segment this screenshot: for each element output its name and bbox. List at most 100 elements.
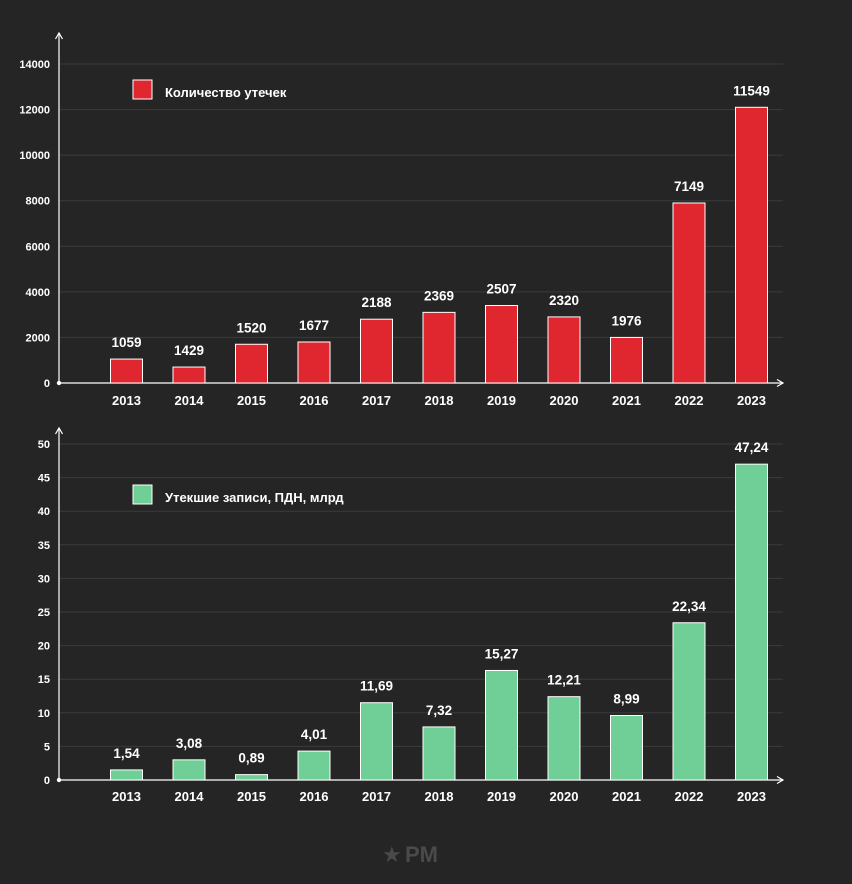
- data-label: 15,27: [485, 646, 519, 661]
- bar: [360, 318, 393, 384]
- y-tick-label: 0: [44, 775, 50, 787]
- data-label: 2188: [361, 295, 392, 310]
- data-label: 3,08: [176, 736, 203, 751]
- y-axis-arrow: [54, 31, 64, 40]
- y-tick-label: 50: [38, 439, 50, 451]
- data-label: 2320: [549, 293, 579, 308]
- bar: [485, 669, 518, 781]
- y-tick-label: 6000: [26, 241, 50, 253]
- y-tick-label: 2000: [26, 332, 50, 344]
- legend-label: Утекшие записи, ПДН, млрд: [165, 490, 344, 505]
- x-tick-label: 2023: [737, 393, 766, 408]
- data-label: 47,24: [735, 440, 769, 455]
- x-tick-label: 2023: [737, 789, 766, 804]
- y-tick-label: 0: [44, 378, 50, 390]
- data-label: 22,34: [672, 599, 706, 614]
- x-tick-label: 2016: [300, 393, 329, 408]
- x-tick-label: 2019: [487, 393, 516, 408]
- x-tick-label: 2020: [550, 393, 579, 408]
- bar: [297, 341, 331, 384]
- data-label: 2369: [424, 288, 454, 303]
- x-tick-label: 2015: [237, 789, 266, 804]
- x-tick-label: 2015: [237, 393, 266, 408]
- chart-leaked-records: 0 5 10 15 20 25 30 35 40 45 50 1,54 2013 3,08 2014 0,89…: [38, 426, 785, 804]
- data-label: 1520: [236, 320, 266, 335]
- y-tick-label: 5: [44, 741, 50, 753]
- logo-text: PM: [405, 842, 438, 867]
- y-axis-arrow: [54, 426, 64, 435]
- y-tick-label: 20: [38, 641, 50, 653]
- star-icon: ★: [382, 842, 402, 867]
- bar: [610, 714, 643, 781]
- bar: [110, 358, 143, 384]
- bar: [172, 366, 206, 384]
- data-label: 1976: [611, 313, 642, 328]
- bar: [547, 316, 581, 384]
- bar: [735, 463, 768, 781]
- x-axis-arrow: [776, 775, 785, 785]
- data-label: 4,01: [301, 727, 328, 742]
- bar: [485, 305, 518, 384]
- x-tick-label: 2017: [362, 393, 391, 408]
- bar: [297, 750, 331, 781]
- legend-swatch: [132, 484, 153, 505]
- axis-origin-dot: [56, 380, 62, 386]
- data-label: 2507: [486, 282, 516, 297]
- data-label: 7149: [674, 179, 704, 194]
- x-tick-label: 2022: [675, 393, 704, 408]
- x-tick-label: 2014: [175, 393, 205, 408]
- bar: [547, 696, 581, 781]
- y-tick-label: 40: [38, 506, 50, 518]
- axis-origin-dot: [56, 777, 62, 783]
- brand-logo: ★ PM: [382, 842, 438, 867]
- bar: [235, 774, 268, 781]
- bar: [672, 622, 706, 781]
- legend-label: Количество утечек: [165, 85, 287, 100]
- y-tick-label: 8000: [26, 196, 50, 208]
- x-tick-label: 2014: [175, 789, 205, 804]
- y-tick-label: 45: [38, 473, 50, 485]
- x-tick-label: 2018: [425, 789, 454, 804]
- data-label: 12,21: [547, 673, 581, 688]
- bar: [172, 759, 206, 781]
- bar: [610, 336, 643, 384]
- chart-leak-count: 0 2000 4000 6000 8000 10000 12000 14000 1059 2013…: [19, 31, 785, 408]
- data-label: 1,54: [113, 746, 140, 761]
- bar: [422, 726, 456, 781]
- bar: [735, 106, 768, 384]
- data-label: 8,99: [613, 691, 639, 706]
- data-label: 7,32: [426, 703, 452, 718]
- x-tick-label: 2019: [487, 789, 516, 804]
- data-label: 11549: [733, 83, 770, 98]
- x-tick-label: 2021: [612, 789, 641, 804]
- bar: [235, 343, 268, 384]
- bar: [422, 311, 456, 384]
- x-tick-label: 2022: [675, 789, 704, 804]
- y-tick-label: 4000: [26, 287, 50, 299]
- y-tick-label: 30: [38, 573, 50, 585]
- data-label: 1059: [111, 335, 141, 350]
- bar: [672, 202, 706, 384]
- data-label: 0,89: [238, 751, 264, 766]
- bar: [360, 702, 393, 781]
- x-tick-label: 2013: [112, 393, 141, 408]
- data-label: 11,69: [360, 679, 393, 694]
- x-tick-label: 2016: [300, 789, 329, 804]
- x-axis-arrow: [776, 378, 785, 388]
- y-tick-label: 15: [38, 674, 50, 686]
- x-tick-label: 2018: [425, 393, 454, 408]
- x-tick-label: 2017: [362, 789, 391, 804]
- x-tick-label: 2020: [550, 789, 579, 804]
- data-label: 1677: [299, 318, 329, 333]
- x-tick-label: 2013: [112, 789, 141, 804]
- y-tick-label: 25: [38, 607, 50, 619]
- y-tick-label: 10: [38, 708, 50, 720]
- x-tick-label: 2021: [612, 393, 641, 408]
- bar: [110, 769, 143, 781]
- y-tick-label: 10000: [19, 150, 50, 162]
- y-tick-label: 35: [38, 540, 50, 552]
- legend-swatch: [132, 79, 153, 100]
- y-tick-label: 14000: [19, 59, 50, 71]
- data-label: 1429: [174, 343, 204, 358]
